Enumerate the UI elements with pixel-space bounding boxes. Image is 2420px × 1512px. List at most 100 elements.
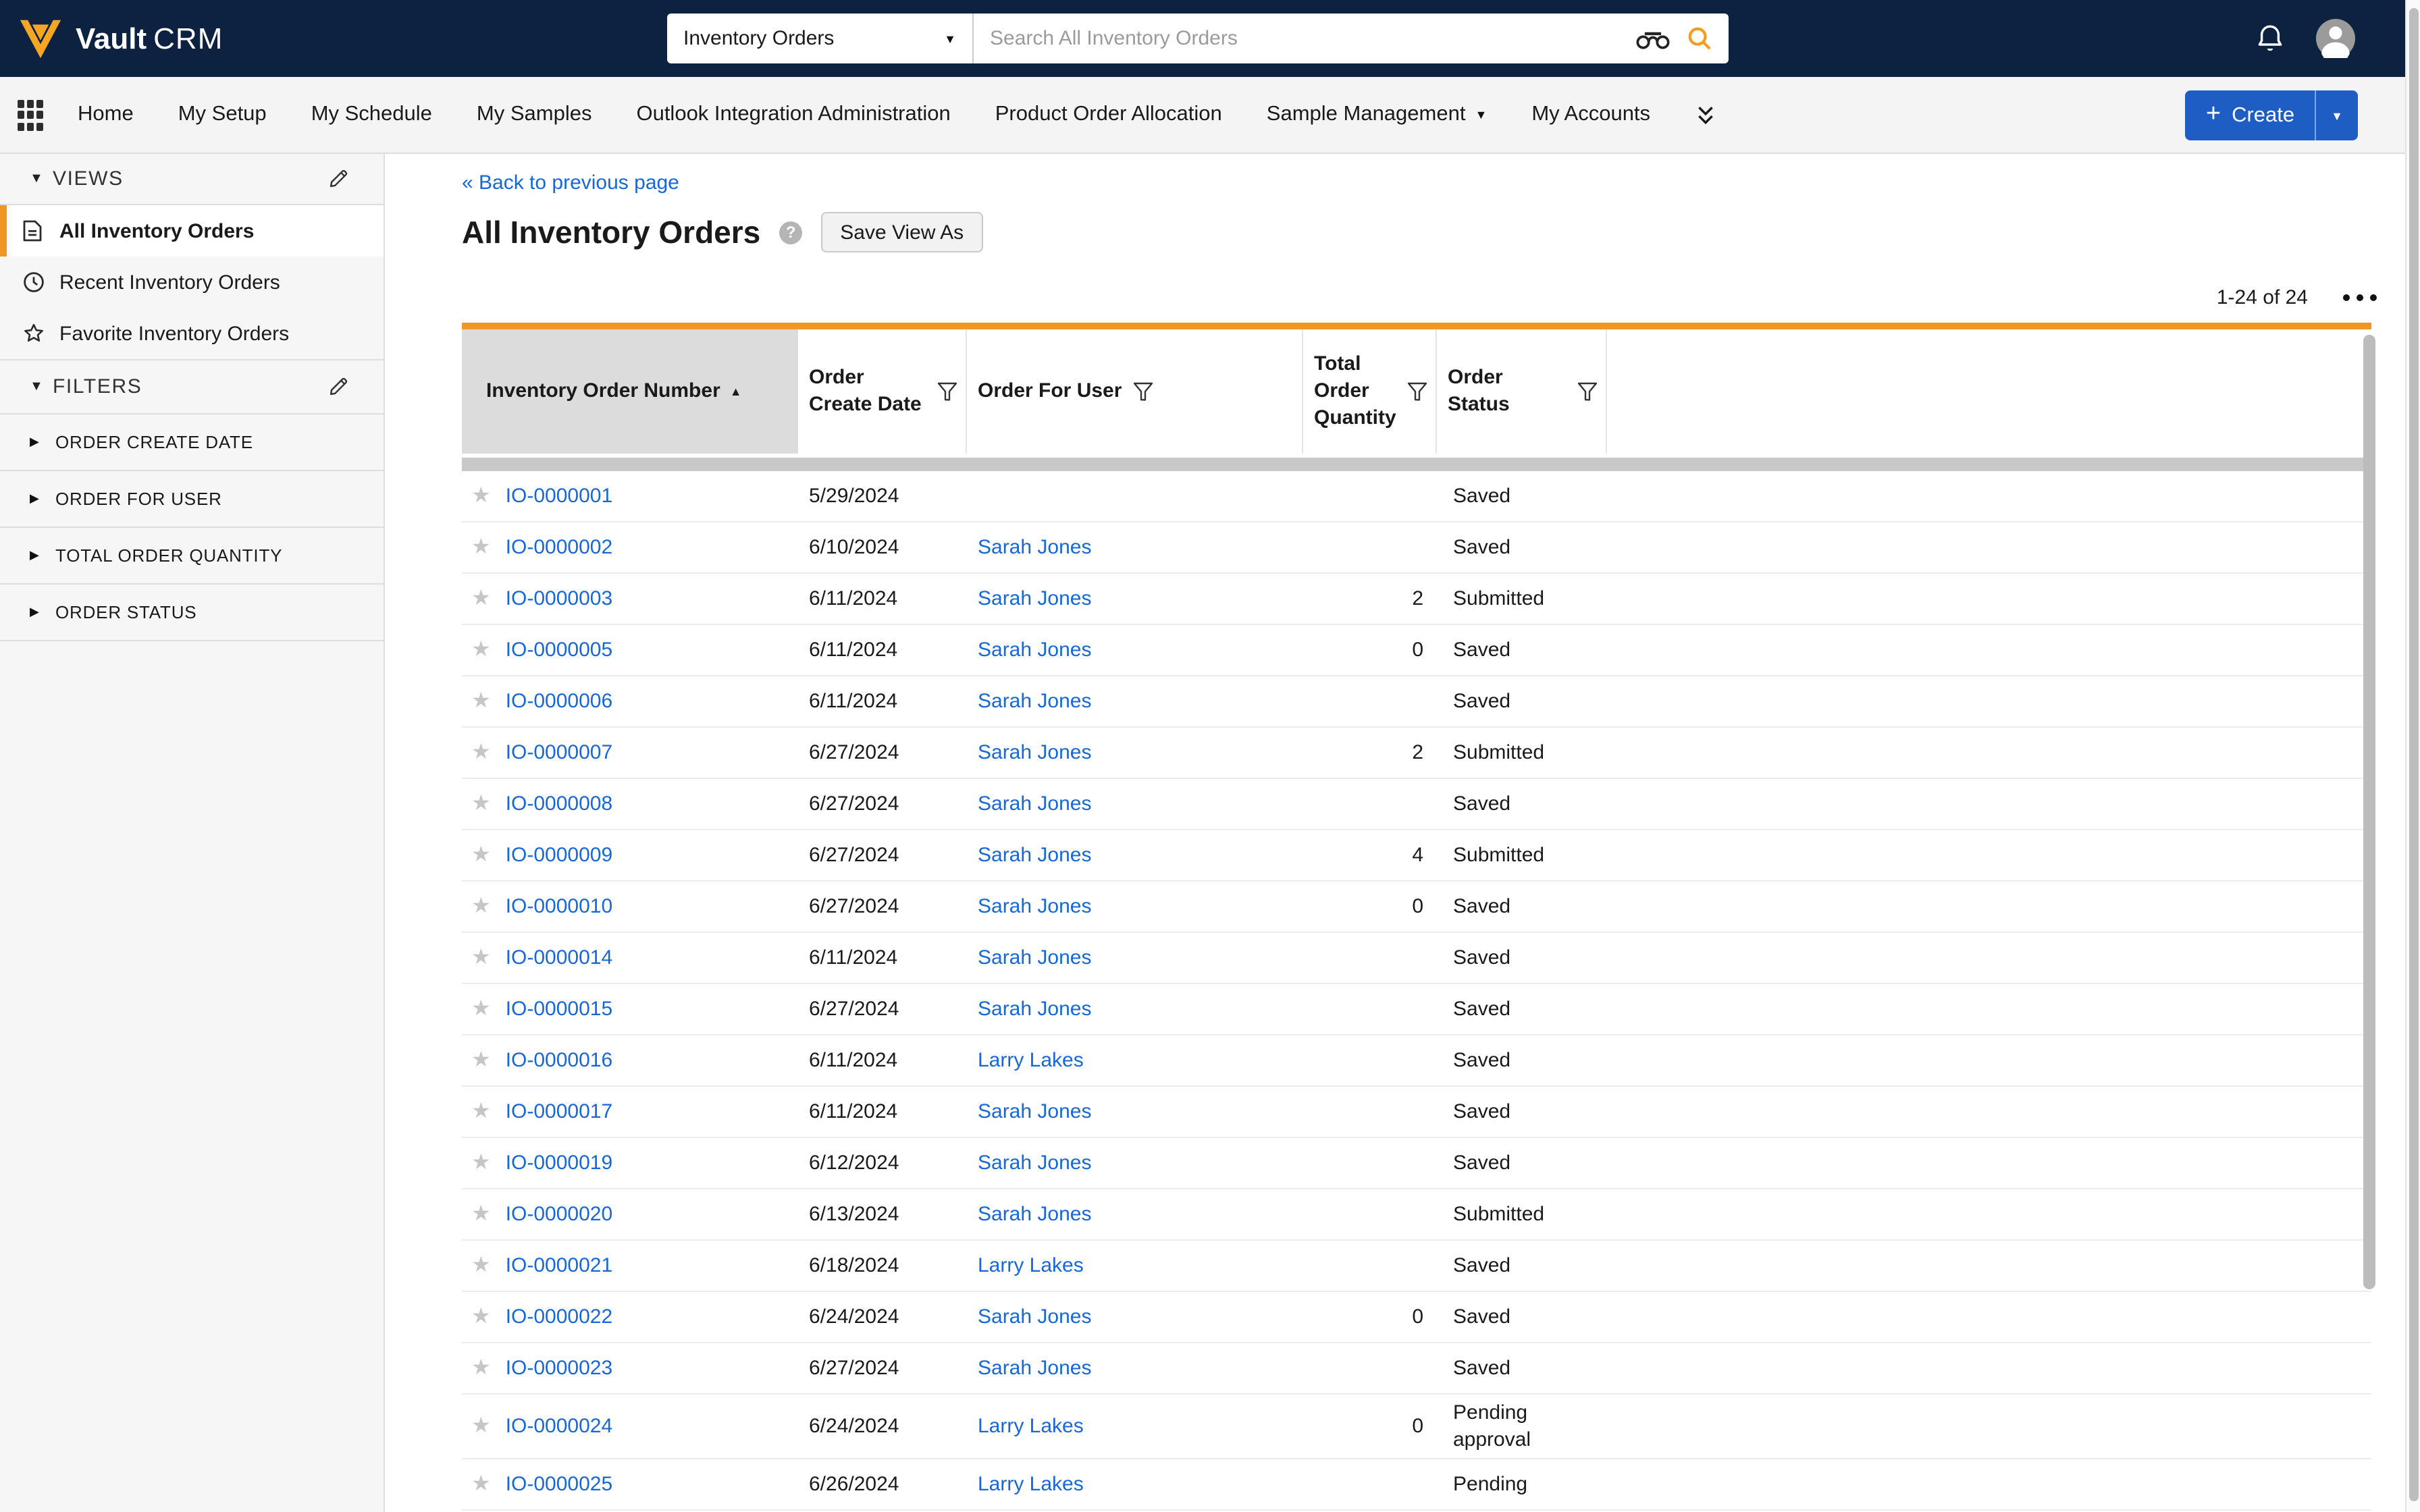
nav-overflow-chevron-icon[interactable] xyxy=(1695,103,1716,126)
order-for-user-link[interactable]: Sarah Jones xyxy=(978,998,1092,1021)
order-for-user-link[interactable]: Sarah Jones xyxy=(978,1100,1092,1123)
notifications-bell-icon[interactable] xyxy=(2254,22,2286,55)
filter-group-order-create-date[interactable]: ▶ ORDER CREATE DATE xyxy=(0,414,384,471)
order-for-user-link[interactable]: Sarah Jones xyxy=(978,792,1092,815)
help-icon[interactable]: ? xyxy=(779,221,803,244)
search-icon[interactable] xyxy=(1687,26,1712,51)
order-number-link[interactable]: IO-0000008 xyxy=(505,792,613,815)
order-for-user-link[interactable]: Sarah Jones xyxy=(978,895,1092,918)
filter-group-order-status[interactable]: ▶ ORDER STATUS xyxy=(0,585,384,641)
favorite-star-icon[interactable]: ★ xyxy=(471,946,491,969)
order-number-link[interactable]: IO-0000021 xyxy=(505,1254,613,1277)
favorite-star-icon[interactable]: ★ xyxy=(471,1202,491,1225)
column-header-inventory-order-number[interactable]: Inventory Order Number ▲ xyxy=(462,329,798,454)
filter-group-order-for-user[interactable]: ▶ ORDER FOR USER xyxy=(0,471,384,528)
order-number-link[interactable]: IO-0000022 xyxy=(505,1305,613,1328)
create-button[interactable]: + Create xyxy=(2186,101,2315,128)
order-number-link[interactable]: IO-0000024 xyxy=(505,1415,613,1438)
favorite-star-icon[interactable]: ★ xyxy=(471,587,491,610)
favorite-star-icon[interactable]: ★ xyxy=(471,1472,491,1495)
order-number-link[interactable]: IO-0000010 xyxy=(505,895,613,918)
save-view-as-button[interactable]: Save View As xyxy=(821,212,983,252)
filter-group-total-order-quantity[interactable]: ▶ TOTAL ORDER QUANTITY xyxy=(0,528,384,585)
column-header-order-status[interactable]: Order Status xyxy=(1437,329,1607,454)
favorite-star-icon[interactable]: ★ xyxy=(471,1048,491,1071)
nav-item-my-accounts[interactable]: My Accounts xyxy=(1531,103,1650,127)
nav-item-my-samples[interactable]: My Samples xyxy=(477,103,592,127)
column-header-order-for-user[interactable]: Order For User xyxy=(967,329,1303,454)
sidebar-view-all-inventory-orders[interactable]: All Inventory Orders xyxy=(0,205,384,256)
order-for-user-link[interactable]: Sarah Jones xyxy=(978,1203,1092,1226)
order-number-link[interactable]: IO-0000019 xyxy=(505,1152,613,1174)
order-for-user-link[interactable]: Sarah Jones xyxy=(978,844,1092,867)
order-number-link[interactable]: IO-0000016 xyxy=(505,1049,613,1072)
sidebar-view-recent-inventory-orders[interactable]: Recent Inventory Orders xyxy=(0,256,384,308)
favorite-star-icon[interactable]: ★ xyxy=(471,638,491,661)
edit-views-pencil-icon[interactable] xyxy=(328,169,348,189)
favorite-star-icon[interactable]: ★ xyxy=(471,997,491,1020)
order-for-user-link[interactable]: Sarah Jones xyxy=(978,1357,1092,1380)
create-dropdown-caret[interactable]: ▼ xyxy=(2316,109,2358,122)
binoculars-icon[interactable] xyxy=(1635,27,1671,50)
more-options-icon[interactable] xyxy=(2343,294,2377,301)
filter-funnel-icon[interactable] xyxy=(1132,382,1153,401)
app-launcher-grid-icon[interactable] xyxy=(18,99,43,130)
favorite-star-icon[interactable]: ★ xyxy=(471,484,491,507)
nav-item-home[interactable]: Home xyxy=(78,103,134,127)
order-number-link[interactable]: IO-0000005 xyxy=(505,639,613,662)
order-for-user-link[interactable]: Sarah Jones xyxy=(978,587,1092,610)
order-number-link[interactable]: IO-0000014 xyxy=(505,946,613,969)
order-for-user-link[interactable]: Sarah Jones xyxy=(978,1152,1092,1174)
views-section-header[interactable]: ▼ VIEWS xyxy=(0,154,384,204)
edit-filters-pencil-icon[interactable] xyxy=(328,377,348,397)
order-number-link[interactable]: IO-0000009 xyxy=(505,844,613,867)
order-number-link[interactable]: IO-0000007 xyxy=(505,741,613,764)
favorite-star-icon[interactable]: ★ xyxy=(471,689,491,712)
filters-section-header[interactable]: ▼ FILTERS xyxy=(0,360,384,413)
back-to-previous-page-link[interactable]: « Back to previous page xyxy=(462,171,679,194)
nav-item-my-schedule[interactable]: My Schedule xyxy=(311,103,432,127)
horizontal-scrollbar[interactable] xyxy=(462,458,2371,471)
nav-item-outlook-integration-administration[interactable]: Outlook Integration Administration xyxy=(636,103,950,127)
order-for-user-link[interactable]: Sarah Jones xyxy=(978,639,1092,662)
order-for-user-link[interactable]: Sarah Jones xyxy=(978,1305,1092,1328)
order-for-user-link[interactable]: Sarah Jones xyxy=(978,690,1092,713)
order-number-link[interactable]: IO-0000002 xyxy=(505,536,613,559)
column-header-order-create-date[interactable]: Order Create Date xyxy=(798,329,967,454)
order-for-user-link[interactable]: Larry Lakes xyxy=(978,1473,1084,1496)
user-avatar[interactable] xyxy=(2316,19,2355,58)
favorite-star-icon[interactable]: ★ xyxy=(471,535,491,558)
order-for-user-link[interactable]: Sarah Jones xyxy=(978,946,1092,969)
order-for-user-link[interactable]: Larry Lakes xyxy=(978,1049,1084,1072)
favorite-star-icon[interactable]: ★ xyxy=(471,792,491,815)
order-number-link[interactable]: IO-0000006 xyxy=(505,690,613,713)
filter-funnel-icon[interactable] xyxy=(1407,382,1427,401)
order-number-link[interactable]: IO-0000003 xyxy=(505,587,613,610)
order-for-user-link[interactable]: Larry Lakes xyxy=(978,1254,1084,1277)
nav-item-sample-management[interactable]: Sample Management ▼ xyxy=(1267,103,1488,127)
favorite-star-icon[interactable]: ★ xyxy=(471,1414,491,1437)
order-for-user-link[interactable]: Larry Lakes xyxy=(978,1415,1084,1438)
favorite-star-icon[interactable]: ★ xyxy=(471,1305,491,1328)
search-input[interactable] xyxy=(974,14,1635,63)
order-number-link[interactable]: IO-0000025 xyxy=(505,1473,613,1496)
order-number-link[interactable]: IO-0000023 xyxy=(505,1357,613,1380)
column-header-total-order-quantity[interactable]: Total Order Quantity xyxy=(1303,329,1437,454)
page-scrollbar[interactable] xyxy=(2405,0,2420,1512)
favorite-star-icon[interactable]: ★ xyxy=(471,740,491,763)
order-for-user-link[interactable]: Sarah Jones xyxy=(978,536,1092,559)
favorite-star-icon[interactable]: ★ xyxy=(471,843,491,866)
brand-logo[interactable]: Vault CRM xyxy=(18,0,223,77)
favorite-star-icon[interactable]: ★ xyxy=(471,1151,491,1174)
favorite-star-icon[interactable]: ★ xyxy=(471,1356,491,1379)
filter-funnel-icon[interactable] xyxy=(937,382,957,401)
order-for-user-link[interactable]: Sarah Jones xyxy=(978,741,1092,764)
favorite-star-icon[interactable]: ★ xyxy=(471,1100,491,1123)
sidebar-view-favorite-inventory-orders[interactable]: Favorite Inventory Orders xyxy=(0,308,384,359)
order-number-link[interactable]: IO-0000017 xyxy=(505,1100,613,1123)
search-scope-dropdown[interactable]: Inventory Orders ▼ xyxy=(667,14,974,63)
nav-item-product-order-allocation[interactable]: Product Order Allocation xyxy=(995,103,1222,127)
page-scrollbar-thumb[interactable] xyxy=(2409,8,2418,1501)
order-number-link[interactable]: IO-0000001 xyxy=(505,485,613,508)
nav-item-my-setup[interactable]: My Setup xyxy=(178,103,267,127)
